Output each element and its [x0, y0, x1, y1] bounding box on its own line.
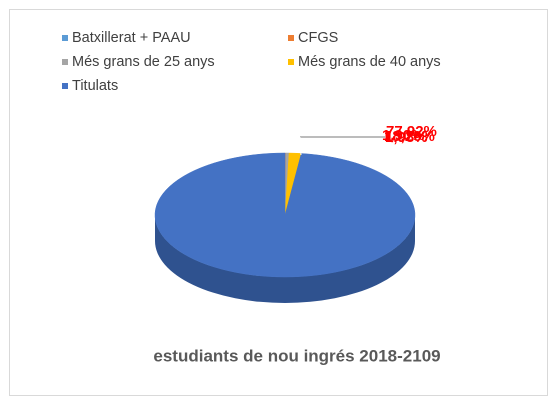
legend-label: Titulats: [72, 78, 118, 94]
legend-label: Més grans de 40 anys: [298, 54, 441, 70]
data-label: 1,90%: [382, 127, 425, 144]
legend-label: CFGS: [298, 30, 338, 46]
data-label: 1,98%: [385, 129, 428, 146]
legend-swatch: [62, 83, 68, 89]
pie-side: [155, 215, 415, 303]
legend-label: Batxillerat + PAAU: [72, 30, 191, 46]
data-label: 18,20%: [384, 128, 435, 145]
legend-label: Més grans de 25 anys: [72, 54, 215, 70]
legend-swatch: [62, 59, 68, 65]
legend-swatch: [288, 35, 294, 41]
chart-title: estudiants de nou ingrés 2018-2109: [153, 346, 440, 365]
data-label: 77,92%: [386, 123, 437, 140]
pie-slice: [154, 152, 416, 278]
legend-swatch: [288, 59, 294, 65]
leader-line: [299, 136, 302, 156]
legend-swatch: [62, 35, 68, 41]
